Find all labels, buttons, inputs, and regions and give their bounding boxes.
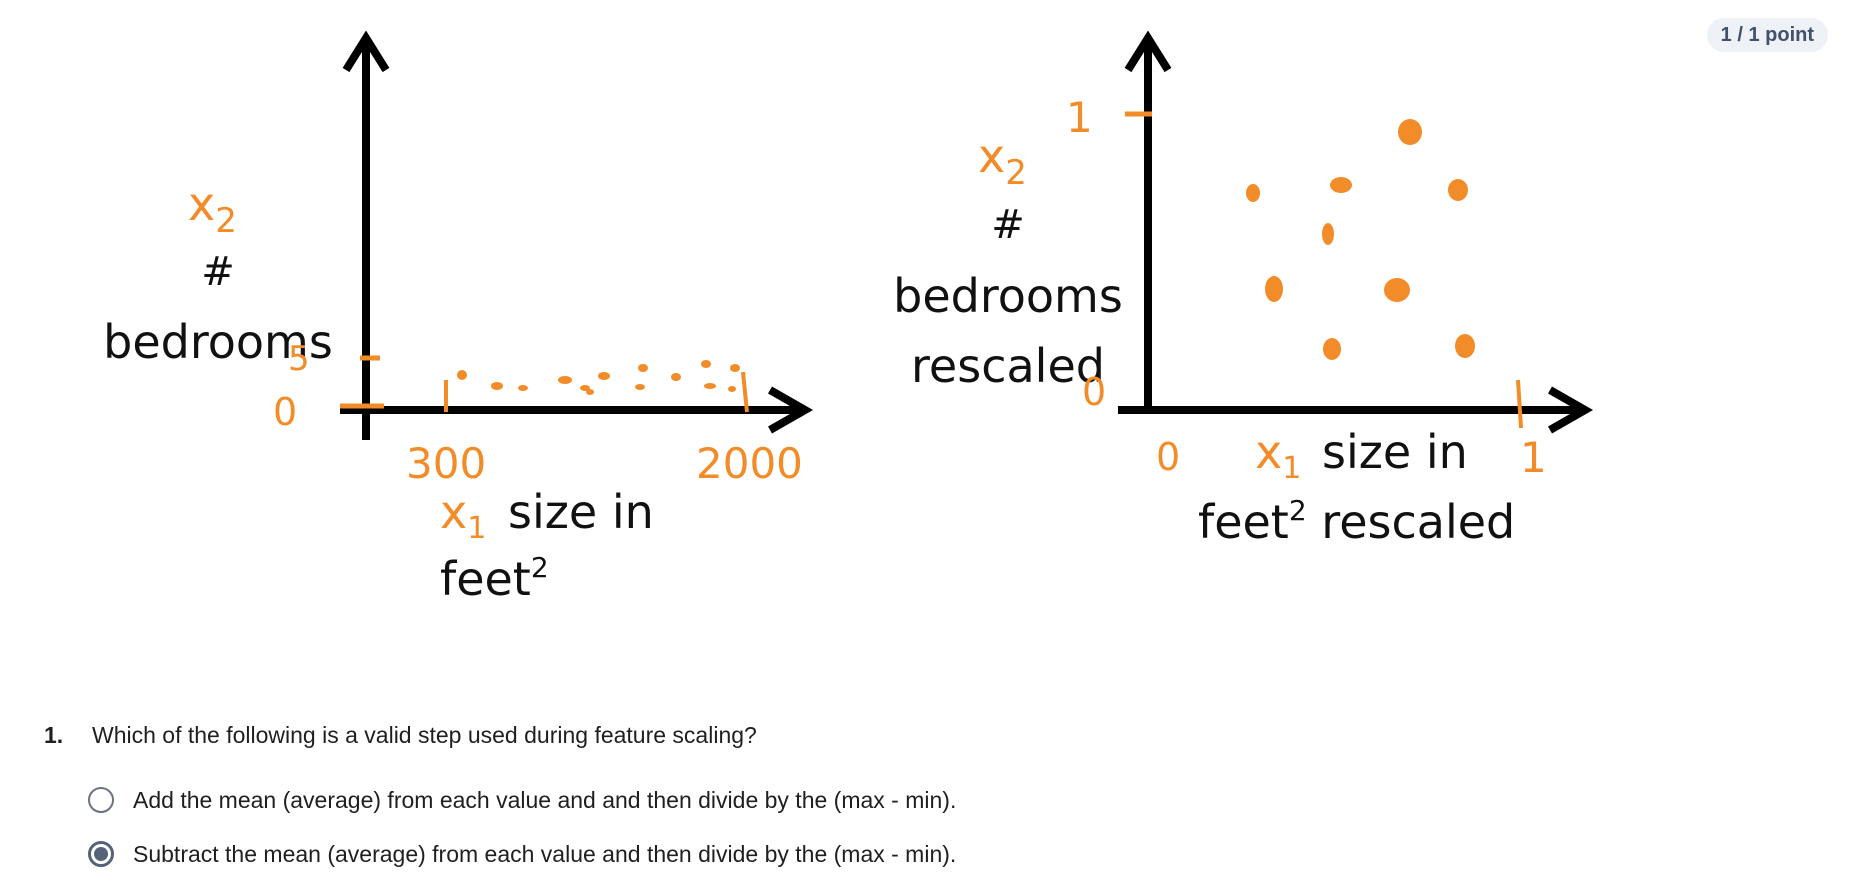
left-point (728, 386, 736, 392)
right-point (1322, 223, 1334, 245)
radio-button-selected[interactable] (88, 841, 114, 867)
left-point (671, 373, 681, 381)
right-x-tick-max: 1 (1520, 433, 1547, 482)
left-x-label-line1: size in (508, 485, 654, 539)
left-x-label-line2: feet2 (440, 551, 549, 606)
right-scatter-points (1246, 119, 1475, 360)
answer-option-label: Add the mean (average) from each value a… (133, 786, 957, 813)
left-point (730, 364, 740, 372)
radio-button-unselected[interactable] (88, 787, 114, 813)
question-number: 1. (44, 722, 64, 748)
left-point (558, 376, 572, 384)
left-point (586, 389, 594, 395)
right-point (1246, 184, 1260, 202)
left-point (580, 385, 590, 391)
radio-dot (94, 847, 108, 861)
right-point (1323, 338, 1341, 360)
right-x-arrowhead (1548, 386, 1594, 434)
answer-option-1[interactable]: Add the mean (average) from each value a… (88, 779, 1744, 821)
left-x-arrowhead (768, 386, 814, 434)
right-y-tick-top: 1 (1066, 93, 1093, 142)
answer-option-2[interactable]: Subtract the mean (average) from each va… (88, 833, 1744, 875)
right-x-var: x1 (1255, 425, 1301, 486)
left-point (491, 382, 503, 390)
right-point (1448, 179, 1468, 201)
left-point (701, 360, 711, 368)
right-y-arrowhead (1124, 30, 1172, 73)
right-point (1330, 177, 1352, 193)
left-x-tick-max-mark (741, 371, 749, 413)
feature-scaling-figure: x2 # bedrooms 5 0 300 2000 x1 size in fe… (103, 30, 1594, 606)
left-y-arrowhead (342, 30, 390, 73)
right-x-tick-min: 0 (1156, 435, 1180, 479)
right-y-label-bedrooms: bedrooms (893, 269, 1123, 323)
right-point (1265, 276, 1283, 302)
question-text: Which of the following is a valid step u… (92, 722, 757, 748)
answer-option-label: Subtract the mean (average) from each va… (133, 840, 957, 867)
right-y-tick-bottom: 0 (1082, 370, 1106, 414)
left-x-tick-min: 300 (406, 439, 486, 488)
score-badge: 1 / 1 point (1706, 18, 1828, 52)
feature-scaling-diagram: x2 # bedrooms 5 0 300 2000 x1 size in fe… (103, 30, 1594, 606)
left-point (635, 384, 645, 390)
left-y-var: x2 (188, 177, 237, 241)
left-y-tick-bottom: 0 (273, 390, 297, 434)
left-scatter-points (457, 360, 740, 395)
left-x-var: x1 (440, 485, 486, 546)
left-point (598, 372, 610, 380)
left-y-tick-top: 5 (288, 339, 310, 379)
answer-options: Add the mean (average) from each value a… (88, 779, 1744, 875)
right-point (1384, 278, 1410, 302)
right-x-label-line2: feet2 rescaled (1198, 494, 1515, 549)
quiz-question: 1. Which of the following is a valid ste… (44, 722, 1744, 887)
left-point (704, 383, 716, 389)
right-y-label-rescaled: rescaled (911, 339, 1105, 393)
left-x-tick-max: 2000 (696, 439, 803, 488)
left-point (457, 370, 467, 380)
right-x-label-line1: size in (1322, 425, 1468, 479)
left-y-label-hash: # (201, 249, 235, 295)
right-point (1398, 119, 1422, 145)
right-point (1455, 334, 1475, 358)
right-y-var: x2 (978, 129, 1027, 193)
right-y-label-hash: # (991, 202, 1025, 248)
left-point (638, 364, 648, 372)
right-x-tick-max-mark (1516, 379, 1523, 429)
left-y-label-bedrooms: bedrooms (103, 315, 333, 369)
left-point (518, 385, 528, 391)
